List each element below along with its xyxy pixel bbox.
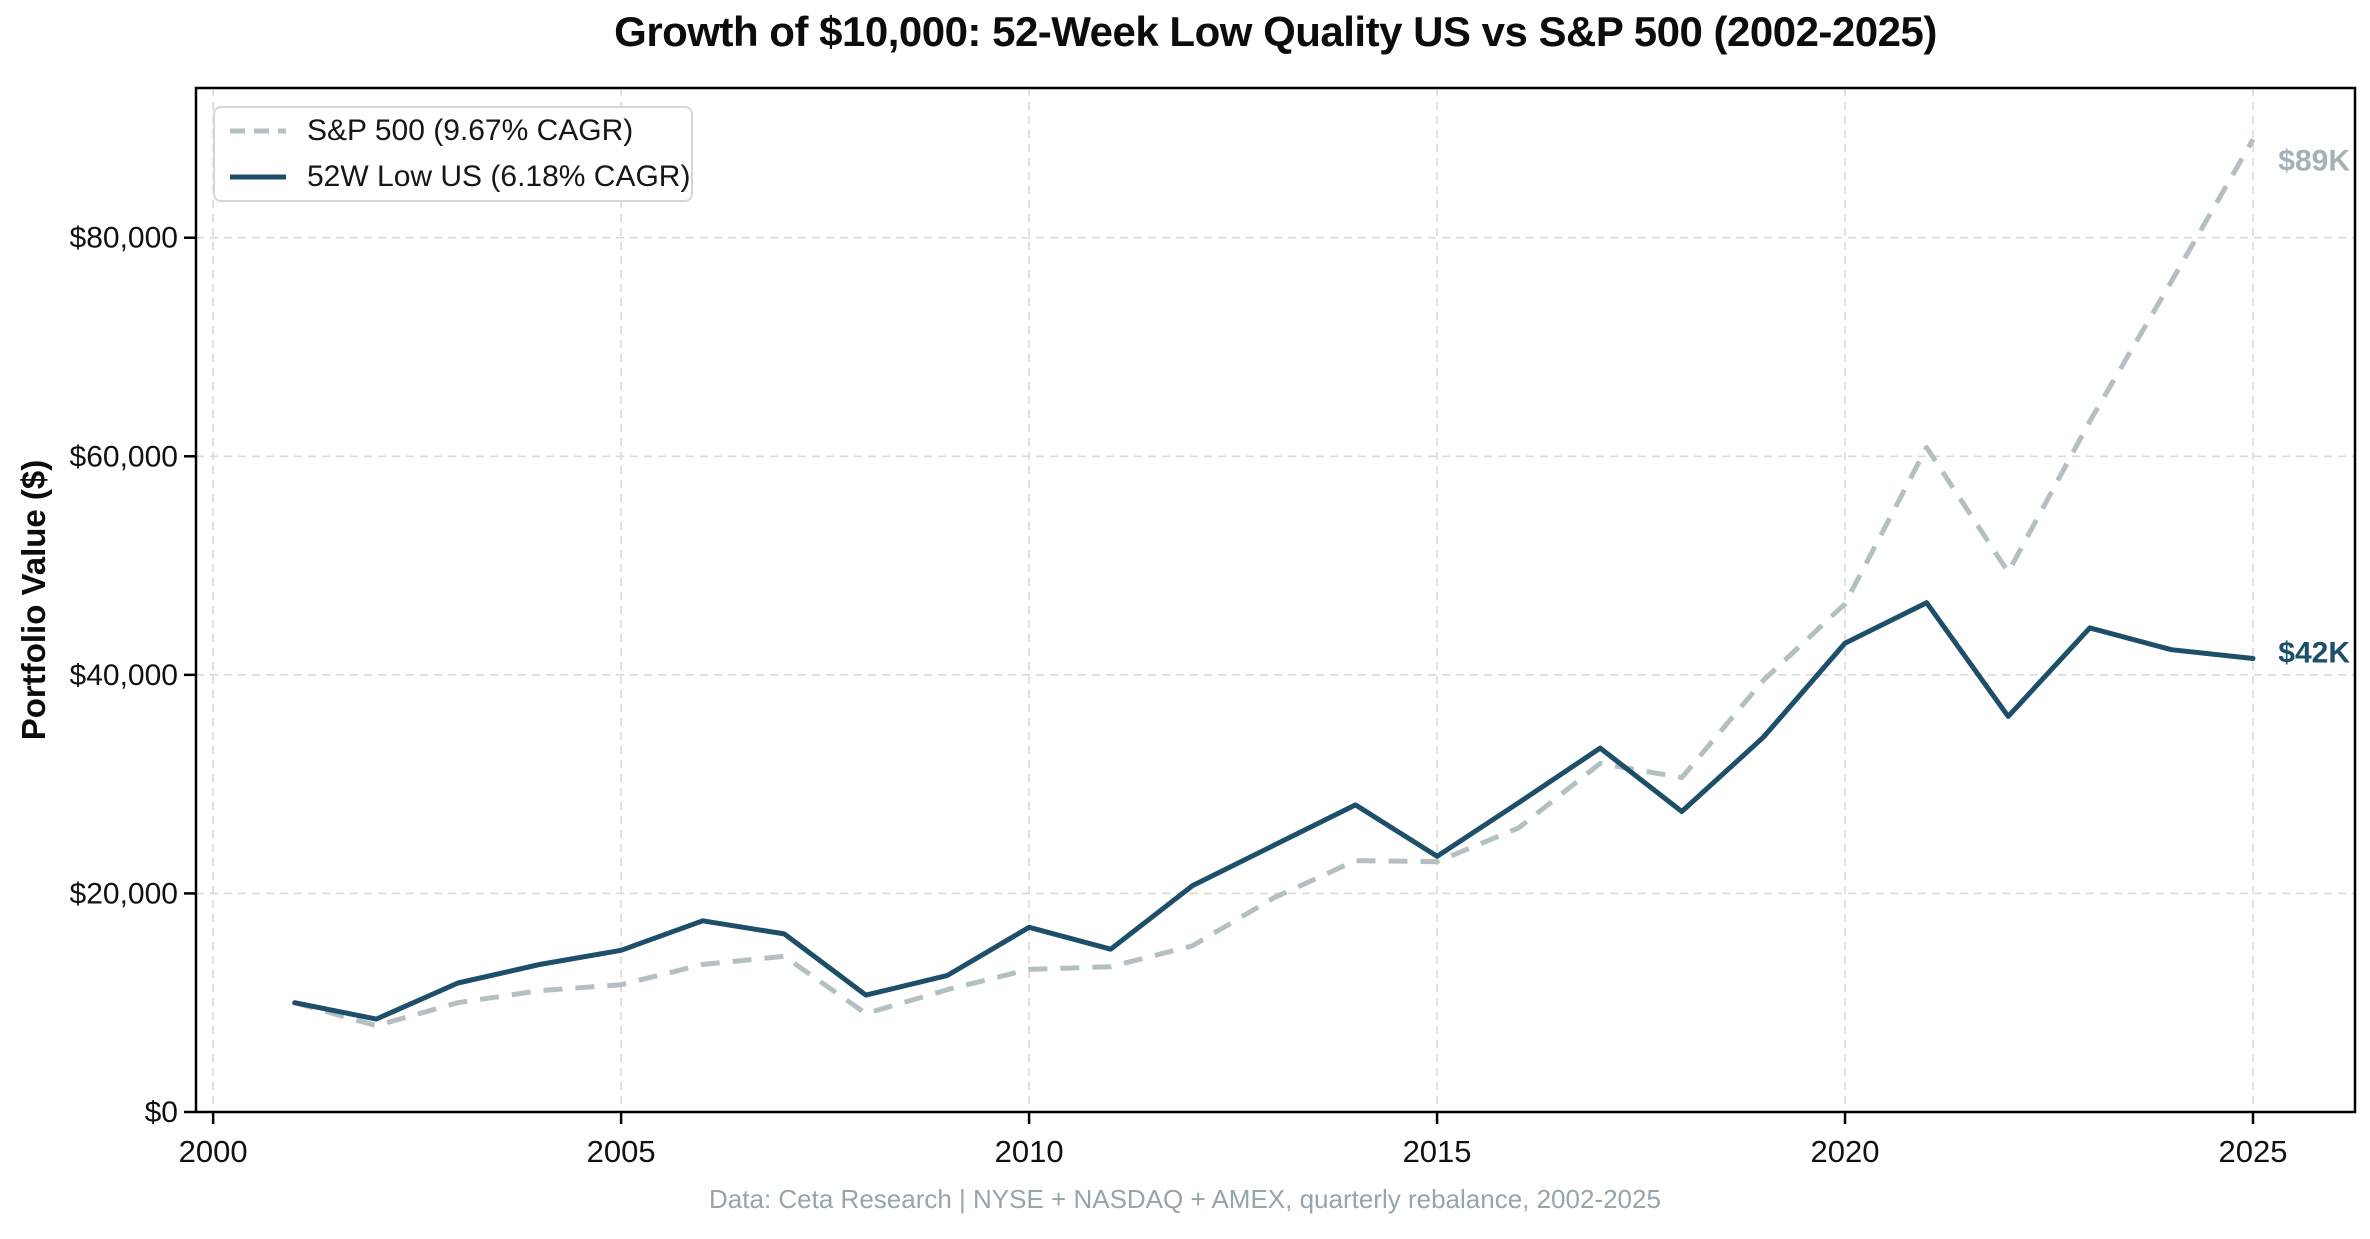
x-tick-label-2000: 2000	[179, 1134, 248, 1169]
tick-labels-group: 2000 2005 2010 2015 2020 2025 $0 $20,000 $40,000…	[70, 222, 2288, 1169]
y-tick-label-$80,000: $80,000	[70, 222, 178, 255]
end-label-low52w: $42K	[2278, 636, 2350, 669]
series-group	[292, 138, 2256, 1029]
legend: S&P 500 (9.67% CAGR) 52W Low US (6.18% C…	[213, 106, 693, 202]
plot-spines	[194, 86, 2357, 1114]
axes-group	[184, 86, 2357, 1124]
legend-item-52w-low: 52W Low US (6.18% CAGR)	[229, 157, 691, 197]
end-label-sp500: $89K	[2278, 144, 2350, 177]
y-tick-label-$20,000: $20,000	[70, 877, 178, 910]
footer-caption: Data: Ceta Research | NYSE + NASDAQ + AM…	[709, 1184, 1661, 1214]
legend-label-sp500: S&P 500 (9.67% CAGR)	[307, 114, 634, 147]
x-tick-label-2005: 2005	[587, 1134, 656, 1169]
y-tick-label-$60,000: $60,000	[70, 440, 178, 473]
y-tick-label-$0: $0	[145, 1096, 178, 1129]
gridlines-group	[196, 88, 2355, 1112]
sp500-dashed-line-swatch	[230, 128, 286, 134]
legend-item-sp500: S&P 500 (9.67% CAGR)	[229, 111, 691, 151]
y-tick-label-$40,000: $40,000	[70, 659, 178, 692]
chart-title: Growth of $10,000: 52-Week Low Quality U…	[614, 8, 1937, 55]
end-labels-group: $89K $42K	[2278, 144, 2350, 669]
low52w-series-line	[292, 600, 2256, 1022]
sp500-series-line	[294, 138, 2256, 1029]
x-tick-label-2020: 2020	[1811, 1134, 1880, 1169]
x-tick-label-2015: 2015	[1403, 1134, 1472, 1169]
legend-label-52w-low: 52W Low US (6.18% CAGR)	[307, 160, 691, 193]
low52w-solid-line-swatch	[230, 174, 286, 180]
x-tick-label-2010: 2010	[995, 1134, 1064, 1169]
x-tick-label-2025: 2025	[2219, 1134, 2288, 1169]
